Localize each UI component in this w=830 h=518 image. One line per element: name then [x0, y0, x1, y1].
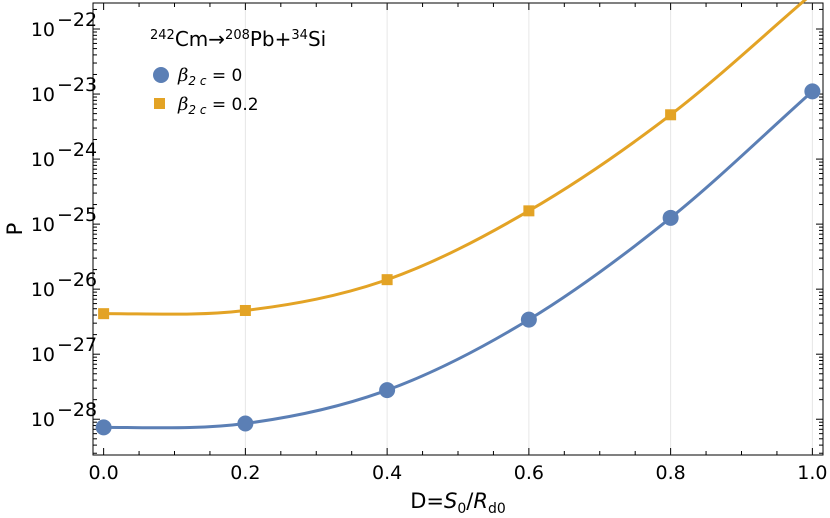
grid-lines — [244, 3, 813, 455]
title-light-symbol: Si — [308, 27, 326, 51]
point-series-1-1 — [239, 304, 251, 316]
title-parent-mass: 242 — [150, 28, 175, 43]
legend-marker-circle — [153, 67, 169, 83]
x-label-prefix: D= — [410, 489, 444, 513]
point-series-0-0 — [95, 419, 112, 436]
y-tick-exponent-0: −28 — [57, 399, 97, 421]
legend-value-1: = 0.2 — [206, 95, 258, 115]
legend-sub-1: 2 c — [188, 103, 206, 117]
x-axis: 0.0 0.2 0.4 0.6 0.8 1.0 — [89, 3, 827, 484]
x-label-r: R — [473, 489, 488, 513]
x-label-s-sub: 0 — [457, 501, 466, 517]
y-tick-exponent-4: −24 — [57, 139, 97, 161]
x-axis-label: D=S0/Rd0 — [410, 489, 506, 517]
x-tick-label-0: 0.0 — [89, 462, 119, 484]
series-line-0 — [103, 90, 814, 430]
y-tick-label-6: 10 — [31, 19, 55, 41]
x-tick-label-4: 0.8 — [656, 462, 686, 484]
plot-frame — [92, 2, 824, 456]
point-series-0-2 — [379, 382, 396, 399]
y-tick-label-1: 10 — [31, 344, 55, 366]
y-tick-exponent-2: −26 — [57, 269, 97, 291]
legend-label-0: β2 c = 0 — [177, 65, 242, 88]
x-tick-label-3: 0.6 — [514, 462, 544, 484]
y-tick-label-4: 10 — [31, 149, 55, 171]
y-tick-exponent-3: −25 — [57, 204, 97, 226]
title-plus: + — [275, 27, 292, 51]
legend-beta-0: β — [177, 65, 188, 86]
legend: β2 c = 0 β2 c = 0.2 — [153, 65, 259, 117]
point-series-1-2 — [381, 274, 393, 286]
y-tick-label-5: 10 — [31, 84, 55, 106]
legend-value-0: = 0 — [206, 66, 242, 86]
title-arrow: → — [208, 27, 225, 51]
y-tick-label-2: 10 — [31, 279, 55, 301]
y-tick-exponent-6: −22 — [57, 9, 97, 31]
series-layer — [95, 0, 821, 436]
x-label-r-sub: d0 — [488, 501, 506, 517]
x-label-s: S — [444, 489, 457, 513]
title-heavy-symbol: Pb — [250, 27, 275, 51]
point-series-0-3 — [520, 311, 537, 328]
title-light-mass: 34 — [291, 28, 308, 43]
x-label-slash: / — [466, 489, 474, 513]
title-heavy-mass: 208 — [225, 28, 250, 43]
legend-label-1: β2 c = 0.2 — [177, 94, 259, 117]
y-tick-exponent-1: −27 — [57, 334, 97, 356]
point-series-0-4 — [662, 209, 679, 226]
y-tick-exponent-5: −23 — [57, 74, 97, 96]
point-series-1-3 — [523, 205, 535, 217]
x-tick-label-2: 0.4 — [372, 462, 402, 484]
x-tick-label-5: 1.0 — [797, 462, 827, 484]
legend-beta-1: β — [177, 94, 188, 115]
x-tick-label-1: 0.2 — [230, 462, 260, 484]
point-series-0-5 — [804, 83, 821, 100]
point-series-0-1 — [237, 415, 254, 432]
legend-sub-0: 2 c — [188, 74, 206, 88]
title-parent-symbol: Cm — [175, 27, 208, 51]
y-tick-label-3: 10 — [31, 214, 55, 236]
y-axis-label: P — [3, 223, 27, 236]
point-series-1-4 — [665, 109, 677, 121]
chart-title: 242Cm→208Pb+34Si — [150, 27, 326, 51]
y-tick-label-0: 10 — [31, 409, 55, 431]
point-series-1-0 — [98, 308, 110, 320]
legend-marker-square — [154, 98, 165, 109]
